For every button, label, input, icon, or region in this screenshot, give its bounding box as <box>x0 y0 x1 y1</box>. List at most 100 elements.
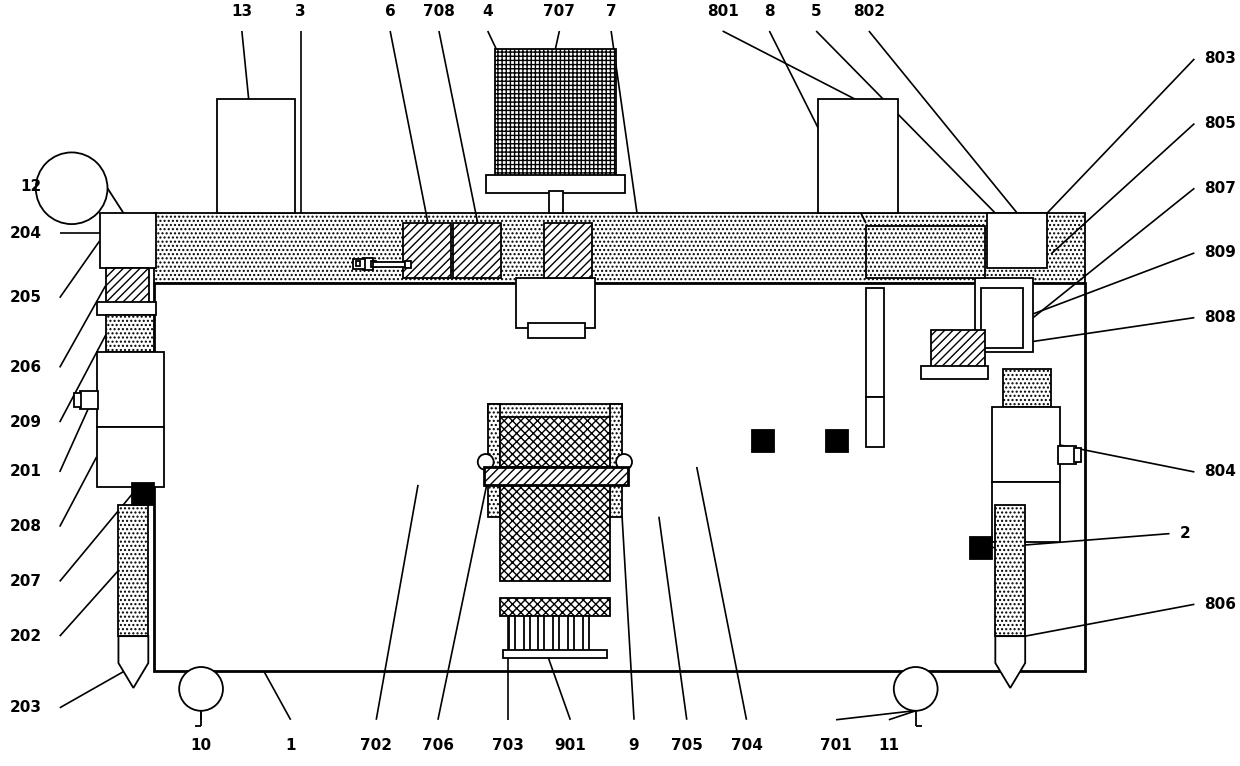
Bar <box>154 283 1085 671</box>
Bar <box>154 213 1085 283</box>
Bar <box>583 617 589 653</box>
Bar <box>495 49 616 178</box>
Bar <box>487 404 622 419</box>
Text: 12: 12 <box>21 178 42 194</box>
Bar <box>1074 448 1081 462</box>
Text: 2: 2 <box>1179 526 1190 541</box>
Bar <box>487 404 500 517</box>
Bar <box>992 482 1060 542</box>
Circle shape <box>894 667 937 711</box>
Text: 4: 4 <box>482 4 494 19</box>
Bar <box>73 393 81 408</box>
Bar <box>500 417 610 467</box>
Bar <box>217 99 295 213</box>
Bar <box>119 505 149 636</box>
Bar <box>538 617 544 653</box>
Circle shape <box>36 152 108 224</box>
Bar <box>996 505 1025 636</box>
Polygon shape <box>119 636 149 688</box>
Bar <box>403 223 451 278</box>
Text: 802: 802 <box>853 4 885 19</box>
Text: 805: 805 <box>1204 116 1236 131</box>
Bar <box>373 262 405 267</box>
Text: 201: 201 <box>10 464 42 480</box>
Text: 708: 708 <box>423 4 455 19</box>
Bar <box>987 213 1047 268</box>
Bar <box>453 223 501 278</box>
Bar <box>97 427 164 487</box>
Bar <box>992 408 1060 482</box>
Text: 901: 901 <box>554 738 587 753</box>
Bar <box>99 213 156 268</box>
Bar <box>371 261 376 267</box>
Bar <box>516 278 595 328</box>
Bar <box>544 223 593 278</box>
Bar <box>981 288 1023 348</box>
Text: 704: 704 <box>730 738 763 753</box>
Text: 205: 205 <box>10 290 42 305</box>
Text: 11: 11 <box>878 738 899 753</box>
Text: 701: 701 <box>820 738 852 753</box>
Bar <box>405 261 412 268</box>
Text: 803: 803 <box>1204 51 1236 67</box>
Text: 5: 5 <box>811 4 821 19</box>
Text: 3: 3 <box>295 4 306 19</box>
Text: 202: 202 <box>10 629 42 643</box>
Text: 7: 7 <box>606 4 616 19</box>
Bar <box>920 366 988 379</box>
Text: 707: 707 <box>543 4 575 19</box>
Bar <box>826 430 848 452</box>
Bar <box>107 315 154 352</box>
Bar <box>484 467 627 485</box>
Text: 703: 703 <box>492 738 523 753</box>
Bar <box>866 226 986 278</box>
Bar <box>553 617 559 653</box>
Text: 809: 809 <box>1204 245 1236 260</box>
Bar <box>527 322 585 338</box>
Text: 208: 208 <box>10 519 42 534</box>
Text: 806: 806 <box>1204 597 1236 612</box>
Text: 6: 6 <box>384 4 396 19</box>
Bar <box>97 302 156 315</box>
Bar <box>79 391 98 409</box>
Text: 1: 1 <box>285 738 296 753</box>
Text: 9: 9 <box>629 738 640 753</box>
Bar <box>486 175 625 193</box>
Bar <box>976 278 1033 352</box>
Bar <box>523 617 529 653</box>
Text: 705: 705 <box>671 738 703 753</box>
Circle shape <box>477 454 494 470</box>
Text: 209: 209 <box>10 414 42 430</box>
Bar <box>1058 446 1076 464</box>
Text: 801: 801 <box>707 4 739 19</box>
Bar <box>549 192 563 213</box>
Text: 207: 207 <box>10 574 42 589</box>
Bar <box>866 398 884 447</box>
Text: 807: 807 <box>1204 181 1236 196</box>
Bar <box>753 430 774 452</box>
Bar <box>866 288 884 398</box>
Bar <box>500 485 610 581</box>
Text: 204: 204 <box>10 225 42 241</box>
Polygon shape <box>996 636 1025 688</box>
Bar <box>931 329 986 368</box>
Text: 706: 706 <box>422 738 454 753</box>
Bar <box>105 268 149 303</box>
Bar <box>610 404 622 517</box>
Text: 8: 8 <box>764 4 775 19</box>
Bar <box>363 258 373 270</box>
Bar <box>508 617 515 653</box>
Bar <box>568 617 574 653</box>
Bar <box>97 352 164 427</box>
Text: 804: 804 <box>1204 464 1236 480</box>
Text: 10: 10 <box>191 738 212 753</box>
Text: 203: 203 <box>10 700 42 715</box>
Bar <box>356 261 361 266</box>
Circle shape <box>616 454 632 470</box>
Bar <box>133 483 154 505</box>
Bar <box>500 598 610 617</box>
Bar <box>1003 369 1052 408</box>
Bar <box>971 537 992 558</box>
Bar <box>502 650 608 658</box>
Text: 13: 13 <box>232 4 253 19</box>
